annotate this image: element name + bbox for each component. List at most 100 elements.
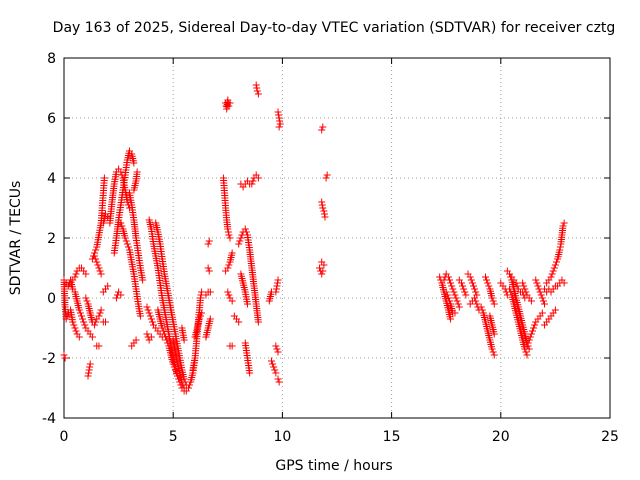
data-point <box>171 366 179 374</box>
data-point <box>122 237 130 245</box>
data-point <box>532 276 540 284</box>
data-point <box>490 351 498 359</box>
data-point <box>461 288 469 296</box>
data-point <box>269 360 277 368</box>
data-point <box>316 264 324 272</box>
data-point <box>524 339 532 347</box>
data-point <box>473 300 481 308</box>
data-point <box>528 327 536 335</box>
data-point <box>460 285 468 293</box>
data-point <box>236 237 244 245</box>
data-point <box>249 177 257 185</box>
data-point <box>178 378 186 386</box>
data-point <box>243 300 251 308</box>
data-point <box>488 345 496 353</box>
data-point <box>489 348 497 356</box>
data-point <box>75 306 83 314</box>
data-point <box>124 243 132 251</box>
data-point <box>472 288 480 296</box>
data-point <box>323 171 331 179</box>
data-point <box>61 354 69 362</box>
data-point <box>158 324 166 332</box>
data-point <box>63 312 71 320</box>
data-point <box>275 114 283 122</box>
data-point <box>452 294 460 302</box>
data-point <box>451 291 459 299</box>
x-tick-label: 0 <box>60 429 69 445</box>
data-point <box>274 108 282 116</box>
data-point <box>82 270 90 278</box>
data-point <box>443 291 451 299</box>
data-point <box>76 309 84 317</box>
data-point <box>206 288 214 296</box>
data-point <box>197 294 204 302</box>
data-point <box>82 294 90 302</box>
data-point <box>101 318 109 326</box>
data-point <box>318 270 326 278</box>
data-point <box>235 240 243 248</box>
data-point <box>273 279 281 287</box>
data-point <box>533 279 541 287</box>
data-point <box>273 345 281 353</box>
data-point <box>225 261 233 269</box>
data-point <box>237 234 245 242</box>
data-point <box>85 366 93 374</box>
data-point <box>226 99 234 107</box>
data-point <box>560 279 568 287</box>
data-point <box>93 258 101 266</box>
data-point <box>96 309 104 317</box>
y-tick-label: 6 <box>47 111 56 127</box>
data-point <box>467 276 475 284</box>
data-point <box>319 123 327 131</box>
x-tick-label: 15 <box>383 429 401 445</box>
data-point <box>84 372 92 380</box>
data-point <box>97 306 105 314</box>
data-point <box>525 336 533 344</box>
data-point <box>86 363 94 371</box>
data-point <box>270 363 278 371</box>
data-point <box>490 330 498 338</box>
data-point <box>536 288 544 296</box>
x-tick-label: 5 <box>169 429 178 445</box>
data-point <box>100 174 108 182</box>
data-point <box>144 306 152 314</box>
data-point <box>95 312 103 320</box>
grid-lines <box>64 58 610 418</box>
y-tick-label: 2 <box>47 231 56 247</box>
data-point <box>451 309 459 317</box>
data-point <box>274 375 282 383</box>
data-point <box>267 357 275 365</box>
data-point <box>506 285 514 293</box>
data-point <box>547 273 555 281</box>
data-point <box>275 378 283 386</box>
data-point <box>170 363 178 371</box>
data-point <box>104 282 112 290</box>
data-point <box>225 102 233 110</box>
data-point <box>521 285 529 293</box>
data-point <box>253 84 261 92</box>
data-point <box>224 228 232 236</box>
data-point <box>449 285 457 293</box>
data-point <box>471 285 479 293</box>
data-point <box>272 342 280 350</box>
data-point <box>447 315 455 323</box>
data-point <box>64 282 72 290</box>
data-point <box>146 312 154 320</box>
axis-ticks: 0 5 10 15 20 25 -4 -2 0 2 4 6 8 <box>42 51 619 445</box>
data-point <box>92 246 100 254</box>
data-point <box>79 315 87 323</box>
data-point <box>195 315 203 323</box>
x-tick-label: 20 <box>492 429 510 445</box>
data-point <box>81 321 89 329</box>
data-point <box>130 159 138 167</box>
data-point <box>488 294 496 302</box>
data-point <box>447 279 455 287</box>
data-point <box>204 240 212 248</box>
data-point <box>538 309 546 317</box>
data-point <box>148 318 156 326</box>
data-point <box>540 300 548 308</box>
data-point <box>71 324 79 332</box>
y-tick-label: 8 <box>47 51 56 67</box>
data-point <box>520 282 528 290</box>
data-point <box>482 273 490 281</box>
